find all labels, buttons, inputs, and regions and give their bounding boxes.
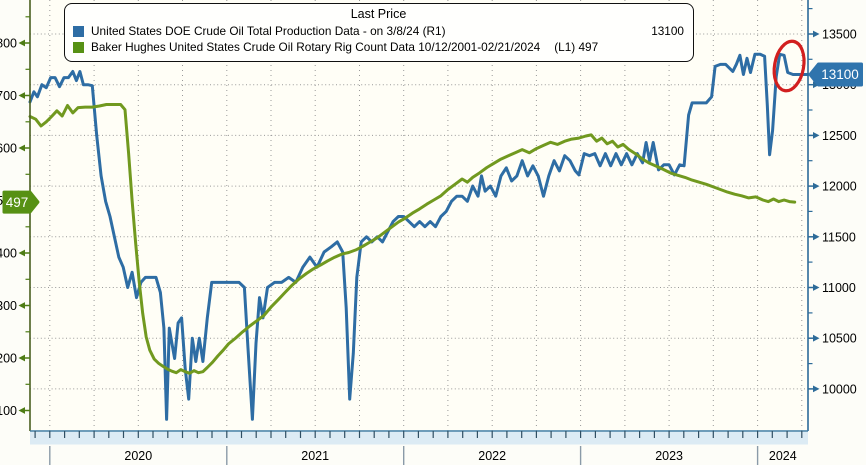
svg-text:13500: 13500	[822, 28, 857, 42]
svg-text:10000: 10000	[822, 382, 857, 396]
svg-text:11000: 11000	[822, 281, 856, 295]
legend-row-production: United States DOE Crude Oil Total Produc…	[73, 23, 684, 39]
svg-text:10500: 10500	[822, 332, 857, 346]
rig-count-value-badge: 497	[2, 190, 40, 214]
svg-text:600: 600	[0, 142, 17, 156]
production-last-price: 13100	[651, 24, 684, 38]
svg-text:200: 200	[0, 352, 17, 366]
rig-count-last-price: (L1) 497	[554, 40, 599, 54]
svg-text:2021: 2021	[301, 449, 329, 463]
year-labels: 2020 2021 2022 2023 2024	[49, 446, 797, 465]
svg-text:11500: 11500	[822, 230, 856, 244]
svg-text:13100: 13100	[821, 67, 859, 82]
bottom-band	[30, 432, 808, 445]
svg-text:700: 700	[0, 89, 17, 103]
red-circle-annotation	[772, 39, 806, 93]
svg-text:2022: 2022	[478, 449, 506, 463]
production-value-badge: 13100	[808, 62, 863, 87]
svg-text:12500: 12500	[822, 129, 857, 143]
svg-text:2020: 2020	[124, 449, 152, 463]
legend-title: Last Price	[350, 7, 407, 21]
legend-row-rig-count: Baker Hughes United States Crude Oil Rot…	[73, 39, 684, 55]
svg-text:497: 497	[6, 195, 29, 210]
production-series-swatch-icon	[73, 25, 84, 37]
rig-count-line	[28, 103, 797, 375]
svg-text:12000: 12000	[822, 180, 857, 194]
rig-count-series-label: Baker Hughes United States Crude Oil Rot…	[91, 40, 541, 54]
left-axis-ticks: 100200300400500600700800	[0, 16, 30, 418]
svg-text:800: 800	[0, 37, 17, 51]
svg-text:2024: 2024	[769, 449, 797, 463]
svg-text:100: 100	[0, 404, 17, 418]
plot-background	[30, 0, 808, 431]
production-series-label: United States DOE Crude Oil Total Produc…	[91, 24, 446, 38]
svg-text:300: 300	[0, 299, 17, 313]
rig-count-series-swatch-icon	[73, 41, 84, 53]
svg-text:400: 400	[0, 247, 17, 261]
month-ticks	[34, 431, 803, 438]
legend-box: Last Price United States DOE Crude Oil T…	[64, 3, 694, 62]
svg-text:2023: 2023	[655, 449, 683, 463]
